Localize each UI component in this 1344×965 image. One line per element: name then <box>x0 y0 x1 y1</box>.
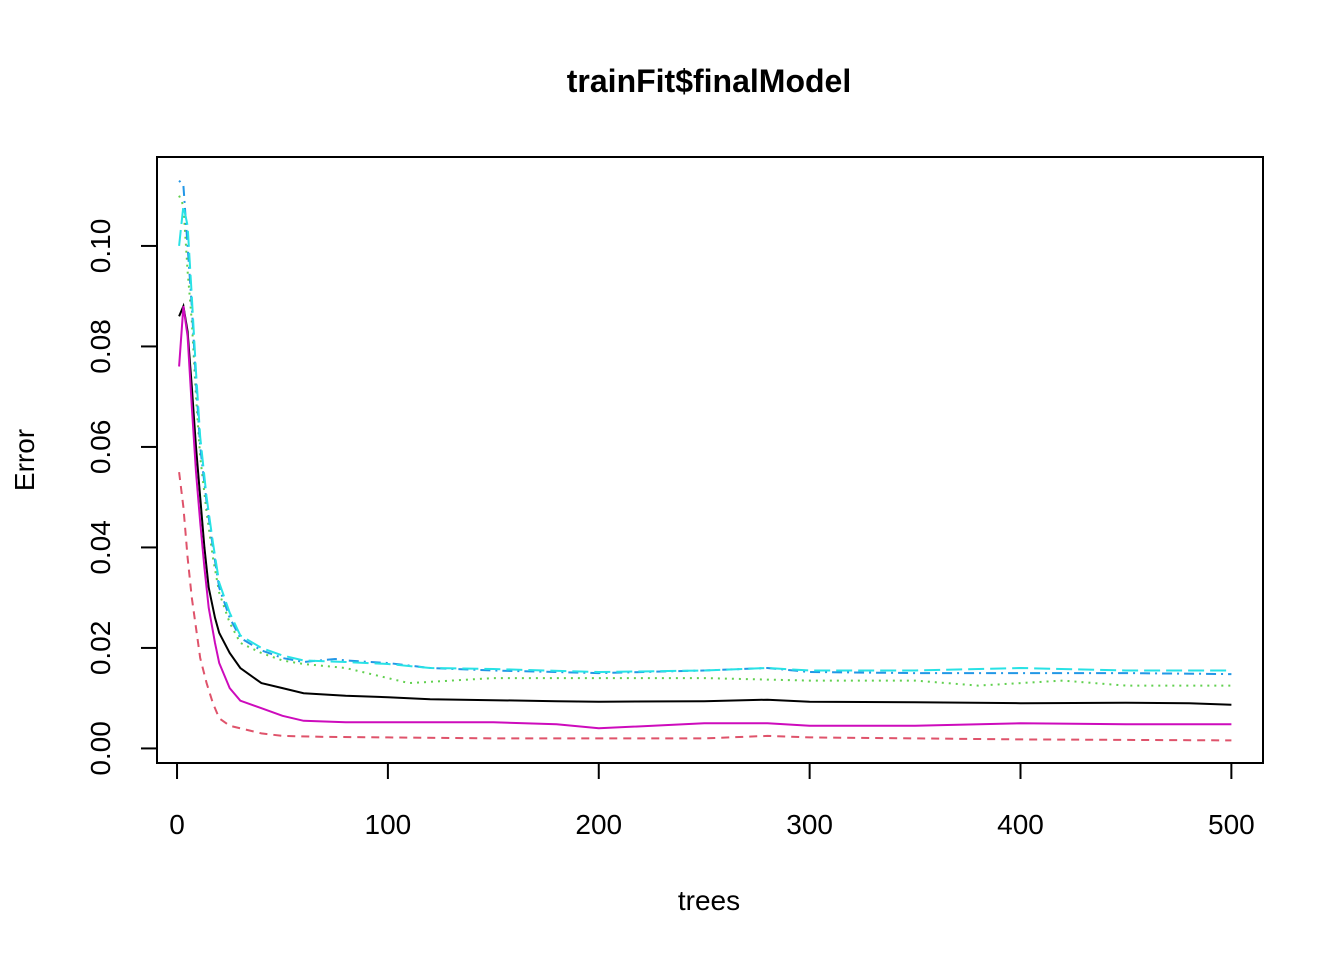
y-axis: 0.00 0.02 0.04 0.06 0.08 0.10 <box>85 219 158 776</box>
series-layer <box>178 179 1232 742</box>
series-line-2 <box>178 471 1232 742</box>
x-tick-label: 400 <box>997 809 1044 840</box>
y-axis-label: Error <box>9 429 40 491</box>
y-tick-label: 0.06 <box>85 420 116 475</box>
x-axis-label: trees <box>678 885 740 916</box>
series-line-5 <box>178 205 1232 674</box>
y-tick-label: 0.02 <box>85 621 116 676</box>
chart-title: trainFit$finalModel <box>567 63 851 99</box>
x-tick-label: 200 <box>575 809 622 840</box>
series-line-4 <box>178 179 1232 676</box>
series-line-3 <box>178 195 1232 687</box>
series-line-6 <box>178 306 1232 730</box>
y-tick-label: 0.00 <box>85 721 116 776</box>
x-tick-label: 0 <box>169 809 185 840</box>
y-tick-label: 0.10 <box>85 219 116 274</box>
y-tick-label: 0.04 <box>85 520 116 575</box>
series-line-1 <box>178 302 1232 706</box>
y-tick-label: 0.08 <box>85 319 116 374</box>
x-tick-label: 300 <box>786 809 833 840</box>
x-axis: 0 100 200 300 400 500 <box>169 762 1255 840</box>
x-tick-label: 100 <box>365 809 412 840</box>
x-tick-label: 500 <box>1208 809 1255 840</box>
